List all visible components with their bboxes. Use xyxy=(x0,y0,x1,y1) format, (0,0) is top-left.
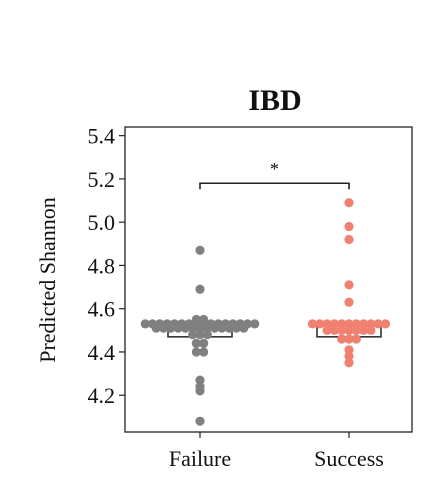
data-point xyxy=(158,323,169,333)
data-point xyxy=(373,319,383,329)
data-point xyxy=(195,245,205,255)
data-point xyxy=(224,323,234,333)
data-point xyxy=(195,375,205,385)
data-point xyxy=(202,323,212,333)
data-point xyxy=(344,221,354,232)
x-tick-label: Failure xyxy=(169,446,231,471)
y-tick-label: 5.0 xyxy=(88,210,116,235)
data-point xyxy=(195,330,205,340)
data-point xyxy=(366,319,376,329)
data-point xyxy=(195,284,205,294)
y-tick-label: 4.6 xyxy=(88,297,116,322)
x-tick-label: Success xyxy=(314,446,384,471)
data-point xyxy=(140,319,150,329)
data-point xyxy=(191,347,201,357)
data-point xyxy=(166,323,176,333)
data-point xyxy=(344,198,354,208)
y-tick-label: 5.4 xyxy=(88,124,116,149)
data-point xyxy=(188,323,198,333)
data-point xyxy=(337,325,347,335)
data-point xyxy=(195,323,205,333)
data-point xyxy=(344,345,354,355)
data-point xyxy=(195,416,205,426)
data-point xyxy=(329,325,339,335)
y-tick-label: 4.8 xyxy=(88,253,116,278)
data-point xyxy=(202,330,212,340)
data-point xyxy=(191,314,201,325)
data-point xyxy=(329,319,339,329)
data-point xyxy=(351,325,361,335)
data-point xyxy=(337,334,347,344)
data-point xyxy=(380,319,391,329)
plot-frame xyxy=(124,126,413,433)
data-point xyxy=(344,234,354,245)
data-point xyxy=(322,325,332,335)
data-point xyxy=(315,319,325,329)
significance-bracket xyxy=(199,182,350,190)
data-point xyxy=(344,334,354,344)
data-point xyxy=(191,338,201,348)
data-point xyxy=(231,323,242,333)
data-point xyxy=(351,334,361,344)
data-point xyxy=(359,325,369,335)
data-point xyxy=(344,297,354,307)
y-tick-label: 4.4 xyxy=(88,340,116,365)
data-point xyxy=(359,319,369,329)
y-tick-label: 4.2 xyxy=(88,383,116,408)
data-point xyxy=(351,319,361,329)
data-point xyxy=(366,325,376,335)
y-axis-label: Predicted Shannon xyxy=(35,197,60,363)
data-point xyxy=(337,319,347,329)
data-point xyxy=(210,323,220,333)
data-point xyxy=(199,314,209,325)
data-point xyxy=(217,323,227,333)
significance-label: * xyxy=(270,159,279,179)
data-point xyxy=(250,319,260,329)
data-point xyxy=(180,323,190,333)
chart-title: IBD xyxy=(248,84,301,117)
y-tick-label: 5.2 xyxy=(88,167,116,192)
data-point xyxy=(195,386,205,396)
data-point xyxy=(188,330,198,340)
data-point xyxy=(322,319,332,329)
data-point xyxy=(344,280,354,290)
plot-area: 4.2 4.4 4.6 4.8 5.0 5.2 5.4 Failure Success * xyxy=(88,124,413,471)
data-point xyxy=(344,319,354,329)
data-point xyxy=(239,323,249,333)
data-point xyxy=(344,358,354,368)
data-point xyxy=(344,351,354,361)
data-point xyxy=(307,319,318,329)
data-point xyxy=(199,338,209,348)
data-point xyxy=(199,347,209,357)
data-point xyxy=(344,325,354,335)
data-point xyxy=(173,323,183,333)
data-point xyxy=(151,323,161,333)
